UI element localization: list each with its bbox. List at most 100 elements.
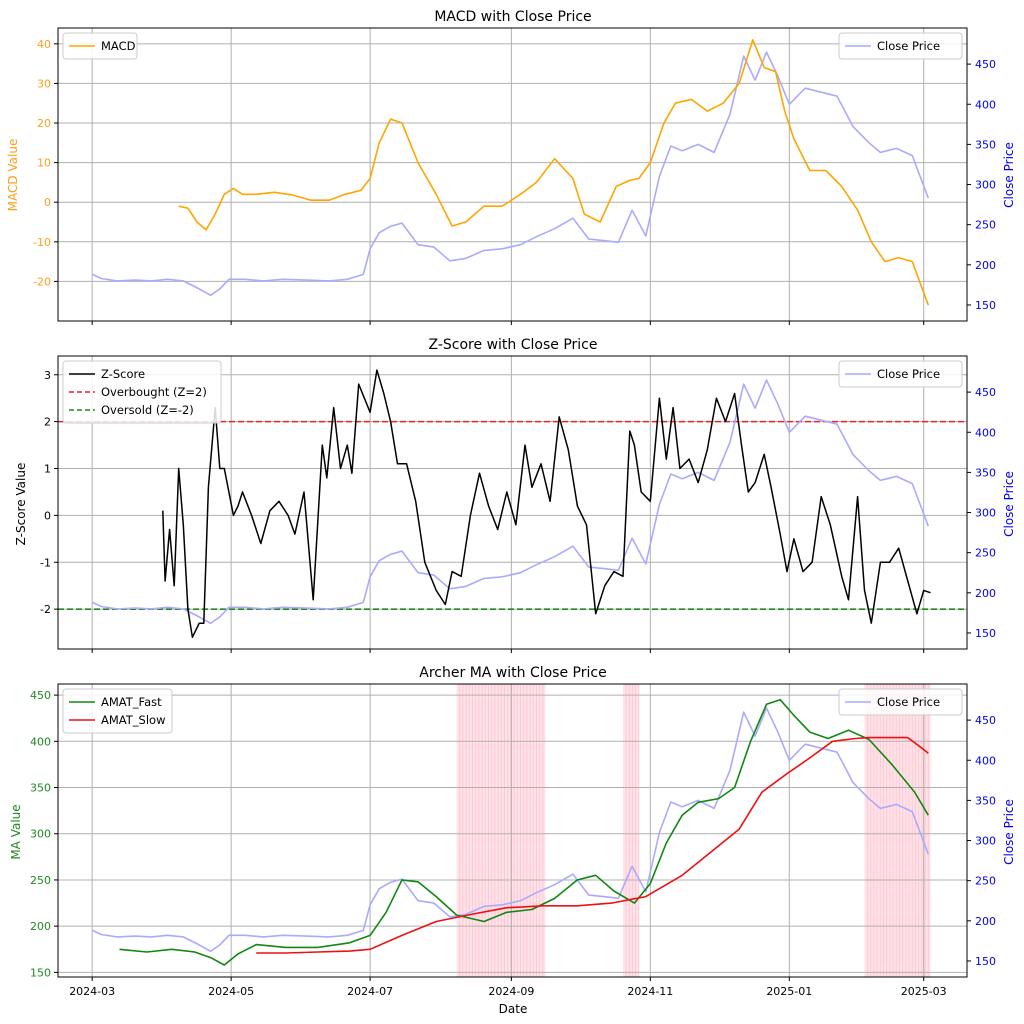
legend-label: Close Price	[877, 367, 940, 381]
y-left-tick-label: 300	[30, 828, 51, 841]
y-left-tick-label: 400	[30, 735, 51, 748]
plot-panel-0: -20 -10 0 10 20 30 40 150 200 250 300 350 400 450 MACD…	[33, 27, 996, 325]
panel-zscore: Z-Score with Close Price Z-Score Value C…	[14, 337, 1016, 545]
y-right-tick-label: 200	[975, 915, 996, 928]
y-right-tick-label: 300	[975, 179, 996, 192]
y-left-tick-label: -10	[33, 236, 51, 249]
plot-panel-2: 2024-03 2024-05 2024-07 2024-09 2024-11 2025-…	[30, 683, 996, 998]
legend-label: Z-Score	[101, 367, 145, 381]
y-left-tick-label: 350	[30, 782, 51, 795]
panel-title-archer-ma: Archer MA with Close Price	[419, 665, 606, 681]
plot-panel-1: -2 -1 0 1 2 3 150 200 250 300 350 400 450 Z-Score Over…	[40, 355, 996, 653]
panel-title-macd: MACD with Close Price	[434, 9, 591, 25]
series-line-close-price	[91, 51, 930, 297]
legend-label: Close Price	[877, 39, 940, 53]
y-right-tick-label: 400	[975, 98, 996, 111]
y-right-tick-label: 200	[975, 587, 996, 600]
legend-box	[838, 32, 963, 60]
y-right-tick-label: 400	[975, 426, 996, 439]
panel-title-zscore: Z-Score with Close Price	[429, 337, 598, 353]
y-right-tick-label: 350	[975, 138, 996, 151]
y-right-tick-label: 300	[975, 507, 996, 520]
y-left-tick-label: -2	[40, 603, 51, 616]
ylabel-left-macd: MACD Value	[6, 139, 20, 212]
shaded-region	[622, 684, 639, 977]
axes-frame	[57, 355, 968, 650]
series-line-close-price	[91, 379, 930, 625]
y-right-tick-label: 200	[975, 259, 996, 272]
panel-macd: MACD with Close Price MACD Value Close P…	[6, 9, 1016, 211]
y-left-tick-label: 40	[37, 38, 51, 51]
y-right-tick-label: 450	[975, 58, 996, 71]
legend-box	[62, 360, 222, 424]
y-right-tick-label: 150	[975, 955, 996, 968]
plot-layer: -20-10010203040150200250300350400450MACD…	[30, 27, 996, 998]
legend: Close Price	[838, 32, 963, 60]
y-left-tick-label: 450	[30, 689, 51, 702]
x-tick-label: 2024-09	[488, 985, 534, 998]
series-line-macd	[178, 39, 930, 306]
y-right-tick-label: 150	[975, 627, 996, 640]
y-right-tick-label: 250	[975, 875, 996, 888]
legend-box	[62, 688, 173, 734]
legend-label: AMAT_Slow	[101, 713, 165, 727]
y-right-tick-label: 350	[975, 794, 996, 807]
y-left-tick-label: 0	[44, 196, 51, 209]
ylabel-right-archer-ma: Close Price	[1002, 799, 1016, 865]
series-line-amat-slow	[256, 736, 929, 954]
series-line-close-price	[91, 707, 930, 953]
legend-box	[838, 360, 963, 388]
y-left-tick-label: -20	[33, 275, 51, 288]
y-right-tick-label: 300	[975, 835, 996, 848]
ylabel-left-archer-ma: MA Value	[9, 804, 23, 859]
ylabel-right-zscore: Close Price	[1002, 471, 1016, 537]
legend-label: Overbought (Z=2)	[101, 385, 207, 399]
y-left-tick-label: 10	[37, 157, 51, 170]
y-right-tick-label: 400	[975, 754, 996, 767]
panel-archer-ma: Archer MA with Close Price MA Value Clos…	[9, 665, 1016, 865]
legend-label: MACD	[101, 39, 136, 53]
legend: Close Price	[838, 688, 963, 716]
x-tick-label: 2025-03	[901, 985, 947, 998]
axes-frame	[57, 27, 968, 322]
y-left-tick-label: 0	[44, 509, 51, 522]
legend-box	[62, 32, 138, 60]
x-tick-label: 2024-05	[208, 985, 254, 998]
legend-label: AMAT_Fast	[101, 695, 162, 709]
y-left-tick-label: 20	[37, 117, 51, 130]
y-left-tick-label: 2	[44, 416, 51, 429]
legend-label: Close Price	[877, 695, 940, 709]
plot-area	[58, 684, 967, 977]
legend: Z-Score Overbought (Z=2) Oversold (Z=-2)	[62, 360, 222, 424]
y-left-tick-label: 250	[30, 874, 51, 887]
y-right-tick-label: 350	[975, 466, 996, 479]
series-line-z-score	[162, 369, 931, 639]
y-left-tick-label: 30	[37, 77, 51, 90]
x-tick-label: 2024-07	[347, 985, 393, 998]
shaded-region	[864, 684, 931, 977]
ylabel-right-macd: Close Price	[1002, 142, 1016, 208]
x-axis-label: Date	[499, 1002, 528, 1016]
plot-area	[58, 28, 967, 321]
ylabel-left-zscore: Z-Score Value	[14, 463, 28, 546]
axes-frame	[57, 683, 968, 978]
y-left-tick-label: 200	[30, 920, 51, 933]
legend: MACD	[62, 32, 138, 60]
legend: AMAT_Fast AMAT_Slow	[62, 688, 173, 734]
y-right-tick-label: 150	[975, 299, 996, 312]
legend-box	[838, 688, 963, 716]
series-line-amat-fast	[119, 698, 929, 966]
x-tick-label: 2025-01	[766, 985, 812, 998]
y-right-tick-label: 250	[975, 219, 996, 232]
y-left-tick-label: 3	[44, 369, 51, 382]
y-left-tick-label: 1	[44, 463, 51, 476]
y-left-tick-label: -1	[40, 556, 51, 569]
y-left-tick-label: 150	[30, 966, 51, 979]
y-right-tick-label: 450	[975, 386, 996, 399]
y-right-tick-label: 450	[975, 714, 996, 727]
legend: Close Price	[838, 360, 963, 388]
plot-area	[58, 356, 967, 649]
legend-label: Oversold (Z=-2)	[101, 403, 194, 417]
x-tick-label: 2024-11	[627, 985, 673, 998]
